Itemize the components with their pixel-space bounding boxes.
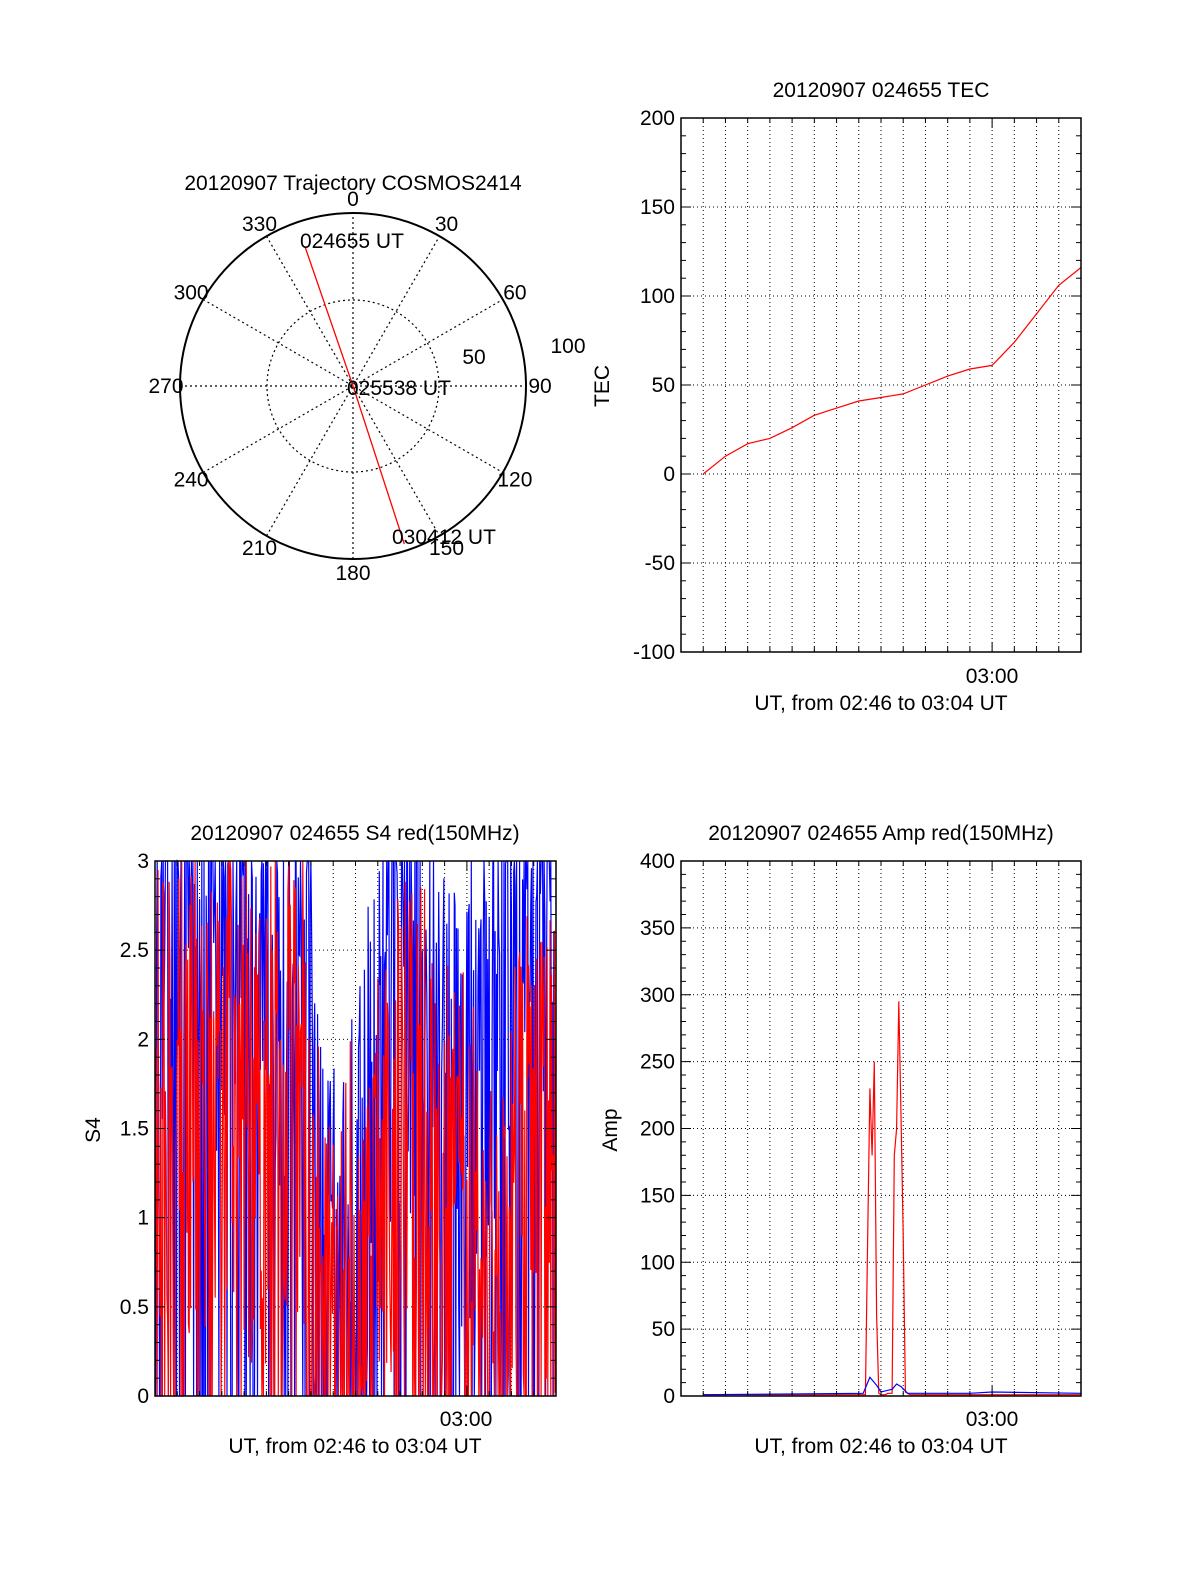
y-tick-label: 400 [640, 850, 675, 873]
polar-radial-label-50: 50 [462, 346, 485, 369]
trajectory-track [304, 246, 405, 545]
tec-panel: 20120907 024655 TEC 200150100500-50-100 … [591, 79, 1082, 715]
y-tick-label: 100 [640, 1251, 675, 1274]
s4-plot-area: 3 2.5 2 1.5 1 0.5 0 [120, 850, 557, 1408]
polar-azimuth-label: 270 [148, 375, 183, 398]
y-tick-label: 150 [640, 196, 675, 219]
s4-xlabel: UT, from 02:46 to 03:04 UT [228, 1435, 481, 1458]
amp-xlabel: UT, from 02:46 to 03:04 UT [754, 1435, 1007, 1458]
tec-xlabel: UT, from 02:46 to 03:04 UT [754, 692, 1007, 715]
amp-title: 20120907 024655 Amp red(150MHz) [708, 822, 1054, 845]
y-tick-label: 0.5 [120, 1296, 149, 1319]
y-tick-label: 50 [652, 374, 675, 397]
tec-plot-area: 200 150 100 50 0 -50 -100 [633, 107, 1082, 664]
trajectory-panel: 20120907 Trajectory COSMOS2414 0 30 60 90 12… [148, 172, 585, 585]
y-tick-label: 0 [663, 1385, 675, 1408]
polar-azimuth-label: 210 [242, 537, 277, 560]
trajectory-line [304, 246, 405, 545]
y-tick-label: 250 [640, 1051, 675, 1074]
y-tick-label: 2.5 [120, 939, 149, 962]
y-tick-label: 150 [640, 1184, 675, 1207]
series-line-blue [703, 1376, 1082, 1396]
polar-grid [179, 212, 527, 560]
y-tick-label: 0 [663, 463, 675, 486]
polar-azimuth-label: 180 [335, 562, 370, 585]
polar-radial-label-100: 100 [550, 335, 585, 358]
y-tick-label: 300 [640, 984, 675, 1007]
s4-ylabel: S4 [82, 1117, 105, 1143]
amp-plot-area: 400 350 300 250 200 150 100 50 0 [640, 850, 1082, 1408]
s4-xtick-label: 03:00 [440, 1408, 493, 1431]
y-tick-label: 1.5 [120, 1118, 149, 1141]
series-line-red [703, 1001, 1081, 1396]
y-tick-label: 200 [640, 1118, 675, 1141]
polar-azimuth-label: 0 [347, 188, 359, 211]
polar-azimuth-label: 120 [497, 469, 532, 492]
track-mid-label: 025538 UT [347, 377, 451, 400]
polar-azimuth-label: 300 [174, 282, 209, 305]
y-tick-label: 0 [137, 1385, 149, 1408]
y-tick-label: 1 [137, 1207, 149, 1230]
s4-panel: 20120907 024655 S4 red(150MHz) 3 2.5 2 1.5 1… [82, 822, 557, 1458]
track-start-label: 024655 UT [300, 230, 404, 253]
polar-azimuth-labels: 0 30 60 90 120 150 180 210 240 270 300 330 [148, 188, 551, 585]
polar-azimuth-label: 330 [242, 213, 277, 236]
y-tick-label: 50 [652, 1318, 675, 1341]
tec-xtick-label: 03:00 [966, 665, 1019, 688]
y-tick-label: 100 [640, 285, 675, 308]
polar-azimuth-label: 30 [435, 213, 458, 236]
y-tick-label: -50 [645, 552, 675, 575]
tec-ylabel: TEC [591, 365, 614, 407]
polar-azimuth-label: 150 [429, 537, 464, 560]
y-tick-label: -100 [633, 641, 675, 664]
polar-azimuth-label: 240 [174, 469, 209, 492]
amp-ylabel: Amp [599, 1108, 622, 1151]
amp-panel: 20120907 024655 Amp red(150MHz) 400 350 30… [599, 822, 1082, 1458]
y-tick-label: 3 [137, 850, 149, 873]
s4-title: 20120907 024655 S4 red(150MHz) [190, 822, 519, 845]
track-end-label: 030412 UT [392, 526, 496, 549]
tec-title: 20120907 024655 TEC [773, 79, 990, 102]
y-tick-label: 200 [640, 107, 675, 130]
amp-xtick-label: 03:00 [966, 1408, 1019, 1431]
y-tick-label: 350 [640, 917, 675, 940]
y-tick-label: 2 [137, 1028, 149, 1051]
trajectory-title: 20120907 Trajectory COSMOS2414 [184, 172, 522, 195]
polar-azimuth-label: 90 [528, 375, 551, 398]
series-line-red [702, 267, 1082, 475]
polar-inner-circle [266, 299, 440, 473]
polar-azimuth-label: 60 [503, 282, 526, 305]
